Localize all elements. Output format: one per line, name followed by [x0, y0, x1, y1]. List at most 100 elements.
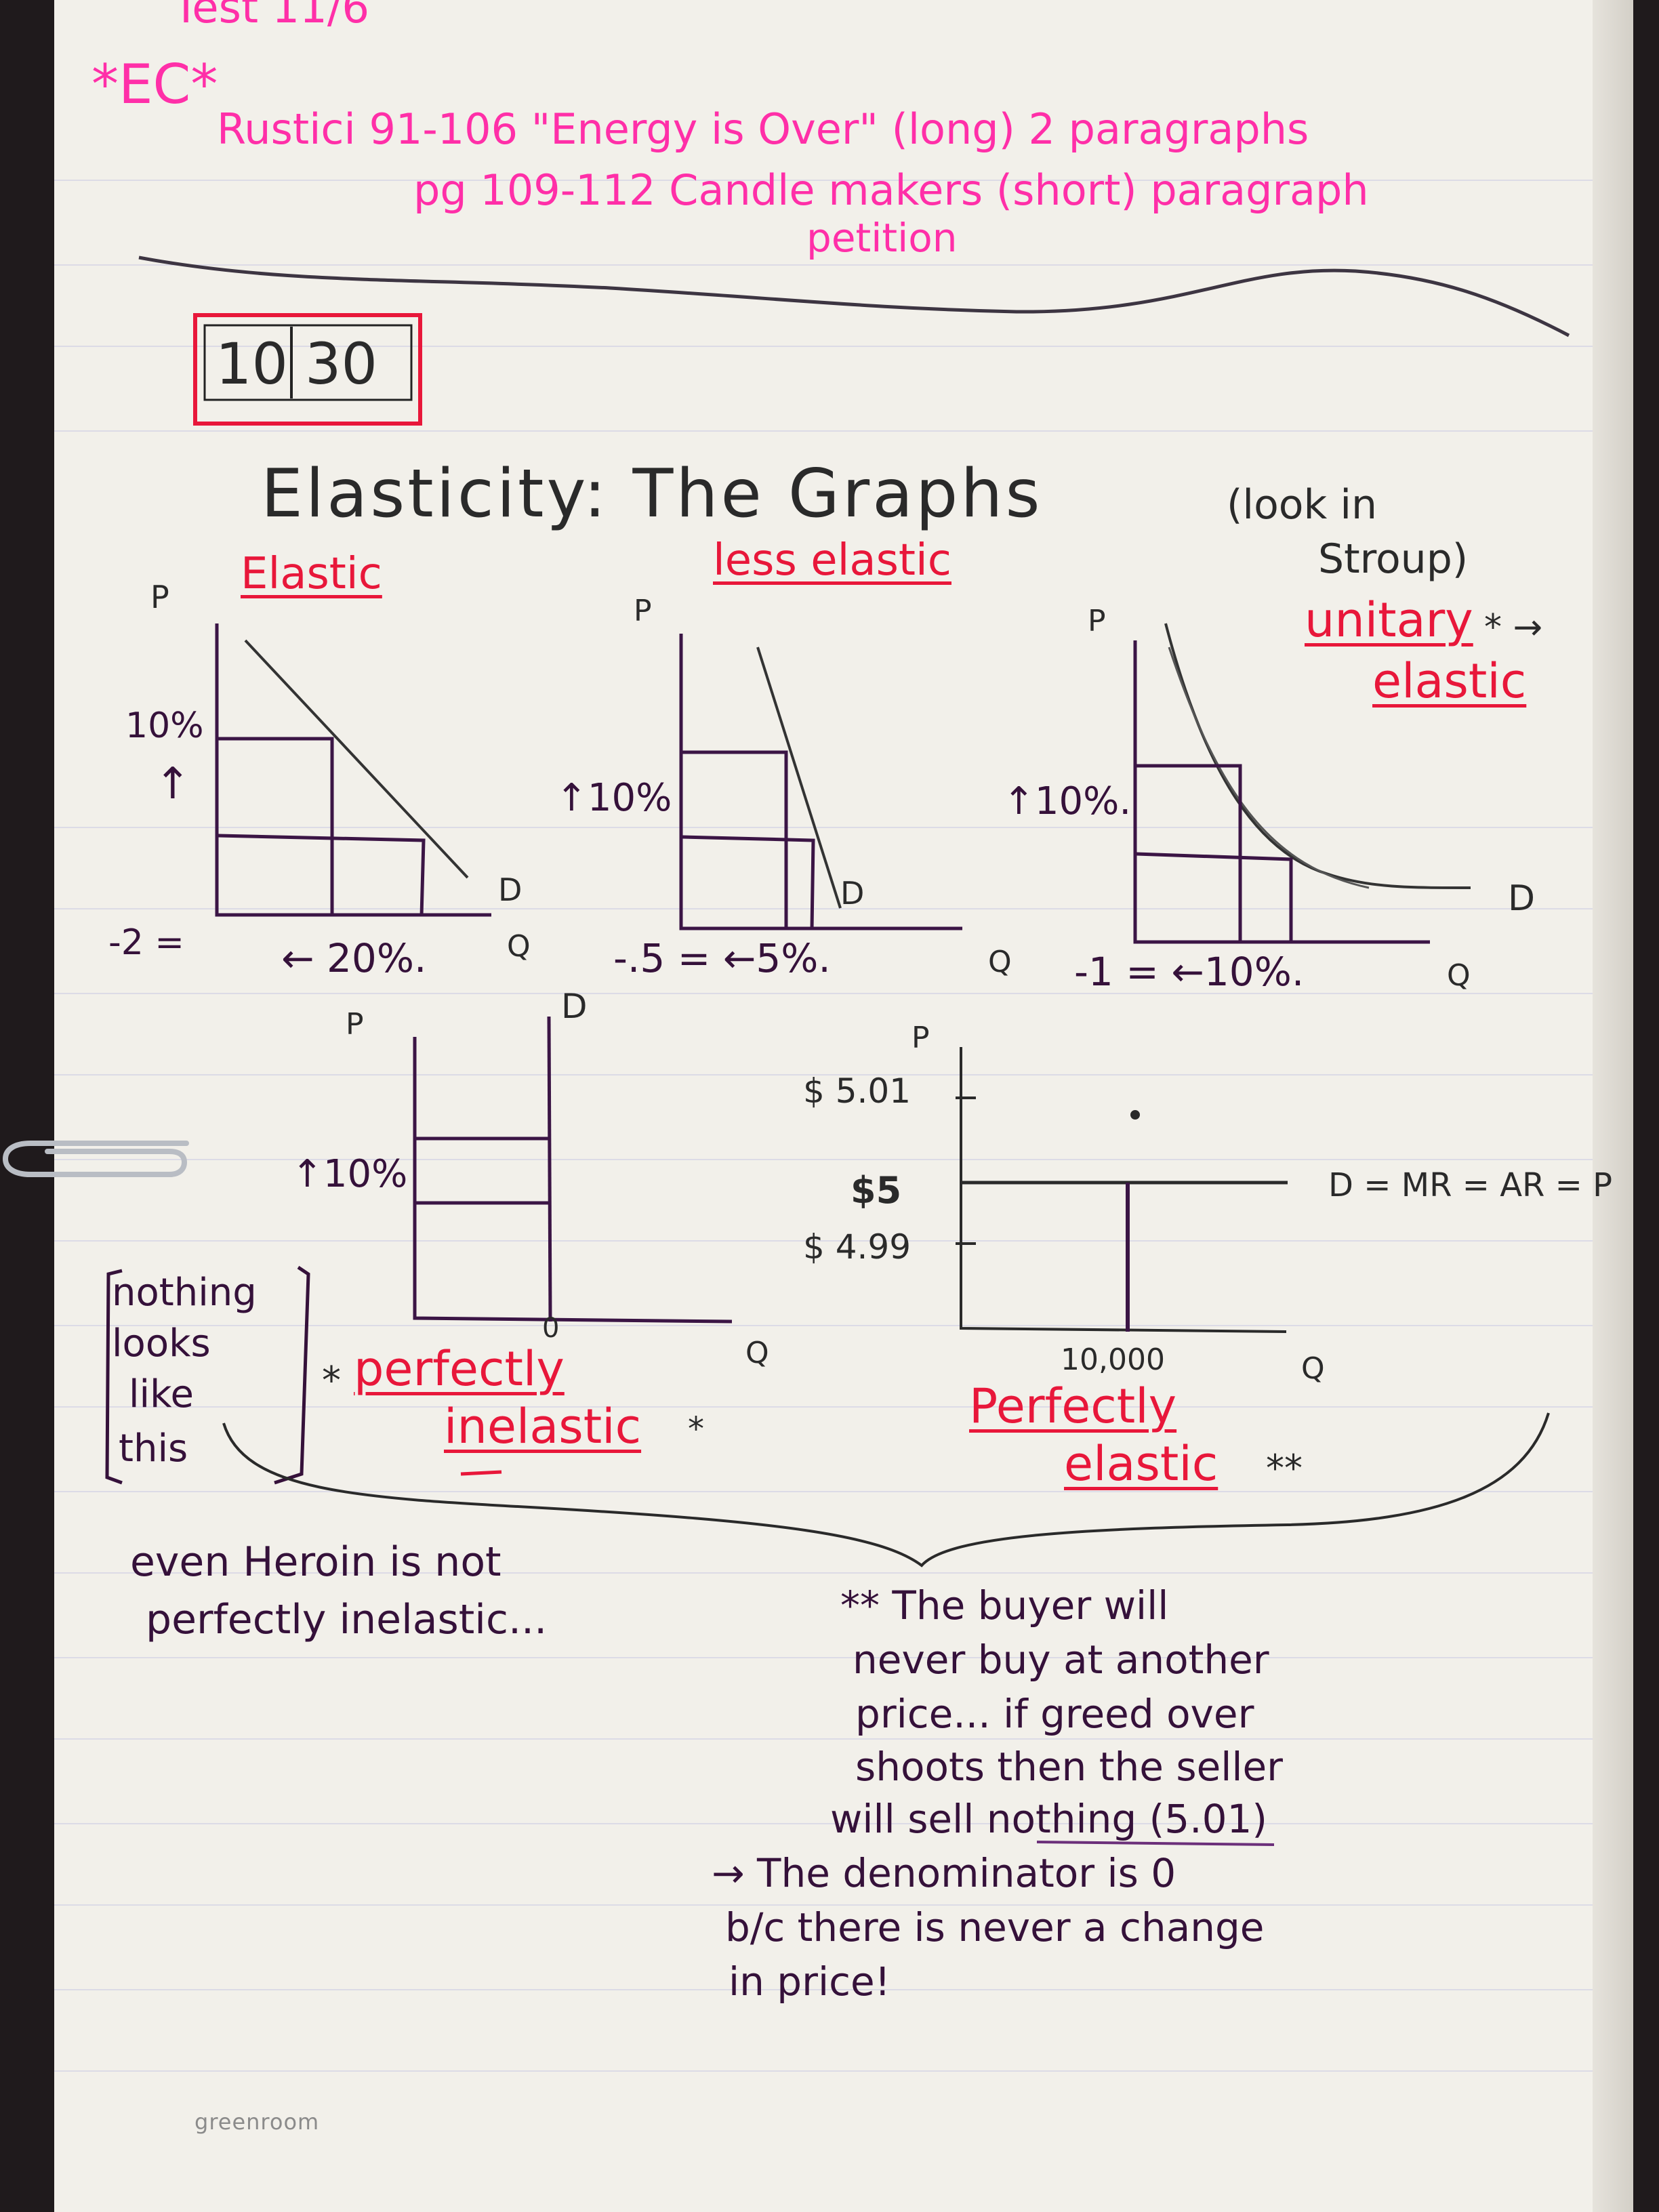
rule-line — [54, 1572, 1593, 1574]
tick-label-5-01: $ 5.01 — [803, 1071, 912, 1111]
assignment-line-2: pg 109-112 Candle makers (short) paragra… — [413, 165, 1369, 215]
buyer-note-7: b/c there is never a change — [725, 1904, 1265, 1950]
label-perfectly-inelastic-2: inelastic — [444, 1399, 642, 1454]
aside-line-1: (look in — [1227, 481, 1378, 529]
unitary-mark: * → — [1484, 607, 1543, 648]
rule-line — [54, 264, 1593, 266]
label-elastic: Elastic — [241, 549, 382, 599]
date-day: 30 — [305, 331, 377, 397]
tick-label-5: $5 — [851, 1169, 902, 1212]
buyer-note-4: shoots then the seller — [855, 1744, 1284, 1790]
unitary-d-label: D — [1508, 878, 1536, 919]
rule-line — [54, 1406, 1593, 1408]
graph-elastic-demand — [244, 639, 469, 879]
graph-less-elastic-demand — [756, 647, 842, 909]
graph-less-elastic — [679, 634, 962, 930]
buyer-note-3: price... if greed over — [855, 1691, 1254, 1737]
box-note-line-4: this — [119, 1427, 188, 1471]
rule-line — [54, 1738, 1593, 1740]
buyer-note-2: never buy at another — [853, 1637, 1269, 1683]
unitary-p-axis: P — [1088, 604, 1106, 638]
notebook-brand: greenroom — [194, 2109, 320, 2135]
elastic-result: -2 = — [108, 922, 184, 963]
rule-line — [54, 993, 1593, 994]
extra-credit-label: *EC* — [91, 53, 218, 116]
rule-line — [54, 1074, 1593, 1076]
unitary-q-axis: Q — [1447, 958, 1471, 993]
buyer-note-6: → The denominator is 0 — [712, 1850, 1176, 1896]
rule-line — [54, 2070, 1593, 2072]
rule-line — [54, 1657, 1593, 1658]
graph-unitary-point-a — [1136, 764, 1242, 943]
less-elastic-result: -.5 = ←5%. — [613, 935, 831, 981]
rule-line — [54, 180, 1593, 181]
graph-elastic — [215, 623, 491, 917]
graph-perfectly-inelastic — [413, 1016, 733, 1324]
elastic-quantity-change: ← 20%. — [281, 935, 427, 981]
unitary-price-change: ↑10%. — [1003, 779, 1132, 823]
unitary-result: -1 = ←10%. — [1074, 949, 1305, 995]
tick-label-4-99: $ 4.99 — [803, 1227, 912, 1267]
buyer-note-5: will sell nothing (5.01) — [830, 1796, 1268, 1842]
demand-equation: D = MR = AR = P — [1328, 1166, 1613, 1204]
notebook-page — [54, 0, 1633, 2212]
rule-line — [54, 1325, 1593, 1326]
label-perfectly-elastic-1: Perfectly — [969, 1378, 1177, 1434]
elastic-q-axis: Q — [507, 929, 531, 964]
inelastic-mark — [460, 1470, 502, 1476]
elastic-p-axis: P — [150, 579, 169, 615]
rule-line — [54, 1491, 1593, 1492]
elastic-d-label: D — [498, 872, 523, 908]
rule-line — [54, 346, 1593, 347]
inelastic-star-left: * — [322, 1359, 341, 1403]
graph-unitary — [1133, 623, 1471, 944]
date-box-inner — [203, 324, 413, 401]
graph-less-elastic-axes — [679, 634, 962, 930]
rule-line — [54, 1240, 1593, 1242]
less-elastic-p-axis: P — [634, 594, 652, 628]
aside-line-2: Stroup) — [1318, 535, 1469, 583]
test-note: Test 11/6 — [173, 0, 370, 33]
paper-clip — [2, 1141, 189, 1177]
box-note-line-1: nothing — [112, 1271, 257, 1315]
box-note-line-2: looks — [112, 1322, 211, 1366]
inelastic-q-axis: Q — [745, 1336, 769, 1370]
elastic-price-change: 10% — [125, 705, 204, 746]
graph-less-elastic-point-b — [682, 835, 815, 930]
page-edge — [1593, 0, 1633, 2212]
box-note-line-3: like — [129, 1372, 194, 1416]
date-box — [193, 313, 422, 426]
graph-unitary-axes — [1133, 640, 1430, 944]
heroin-note-2: perfectly inelastic... — [146, 1596, 548, 1643]
graph-unitary-demand-2 — [1168, 647, 1370, 889]
inelastic-p-axis: P — [346, 1007, 364, 1042]
nothing-underline — [1036, 1841, 1275, 1846]
rule-line — [54, 1989, 1593, 1990]
elastic-up-arrow: ↑ — [155, 759, 191, 809]
rule-line — [54, 827, 1593, 828]
graph-elastic-axes — [215, 623, 491, 917]
date-month: 10 — [216, 331, 288, 397]
elastic2-q-axis: Q — [1301, 1351, 1325, 1386]
graph-perfectly-elastic-axes — [960, 1047, 1287, 1333]
less-elastic-d-label: D — [840, 875, 865, 912]
less-elastic-price-change: ↑10% — [556, 776, 672, 820]
graph-elastic-point-a — [218, 737, 334, 916]
box-bracket-left — [105, 1269, 123, 1485]
rule-line — [54, 1904, 1593, 1906]
inelastic-d-label: D — [561, 987, 588, 1026]
buyer-note-1: ** The buyer will — [840, 1582, 1169, 1629]
box-bracket-right — [274, 1265, 310, 1485]
label-unitary: unitary — [1305, 592, 1473, 648]
inelastic-star-right: * — [688, 1410, 704, 1448]
rule-line — [54, 1823, 1593, 1824]
graph-perfectly-elastic — [956, 1047, 1288, 1333]
dot-5-01 — [1130, 1110, 1140, 1120]
inelastic-zero: 0 — [542, 1313, 560, 1344]
graph-elastic-point-b — [218, 834, 426, 917]
wavy-divider — [138, 255, 1570, 337]
assignment-line-2b: petition — [806, 215, 958, 261]
rule-line — [54, 1159, 1593, 1160]
quantity-value: 10,000 — [1061, 1343, 1165, 1377]
